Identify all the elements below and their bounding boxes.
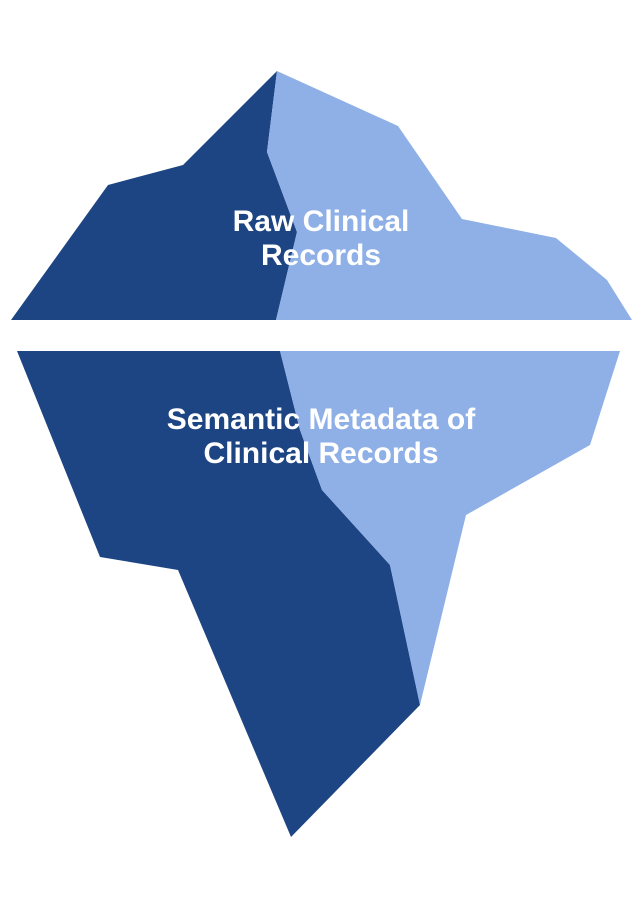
iceberg-tip-light-face (267, 71, 632, 320)
iceberg-body-dark-face (17, 351, 420, 837)
below-water-label: Semantic Metadata of Clinical Records (0, 403, 642, 471)
below-water-label-line-2: Clinical Records (203, 437, 439, 470)
above-water-label: Raw Clinical Records (0, 205, 642, 273)
below-water-label-line-1: Semantic Metadata of (166, 403, 476, 436)
iceberg-tip-dark-face (11, 71, 297, 320)
iceberg-body-light-face (280, 351, 620, 705)
above-water-label-line-1: Raw Clinical (232, 205, 410, 238)
above-water-label-line-2: Records (260, 239, 382, 272)
